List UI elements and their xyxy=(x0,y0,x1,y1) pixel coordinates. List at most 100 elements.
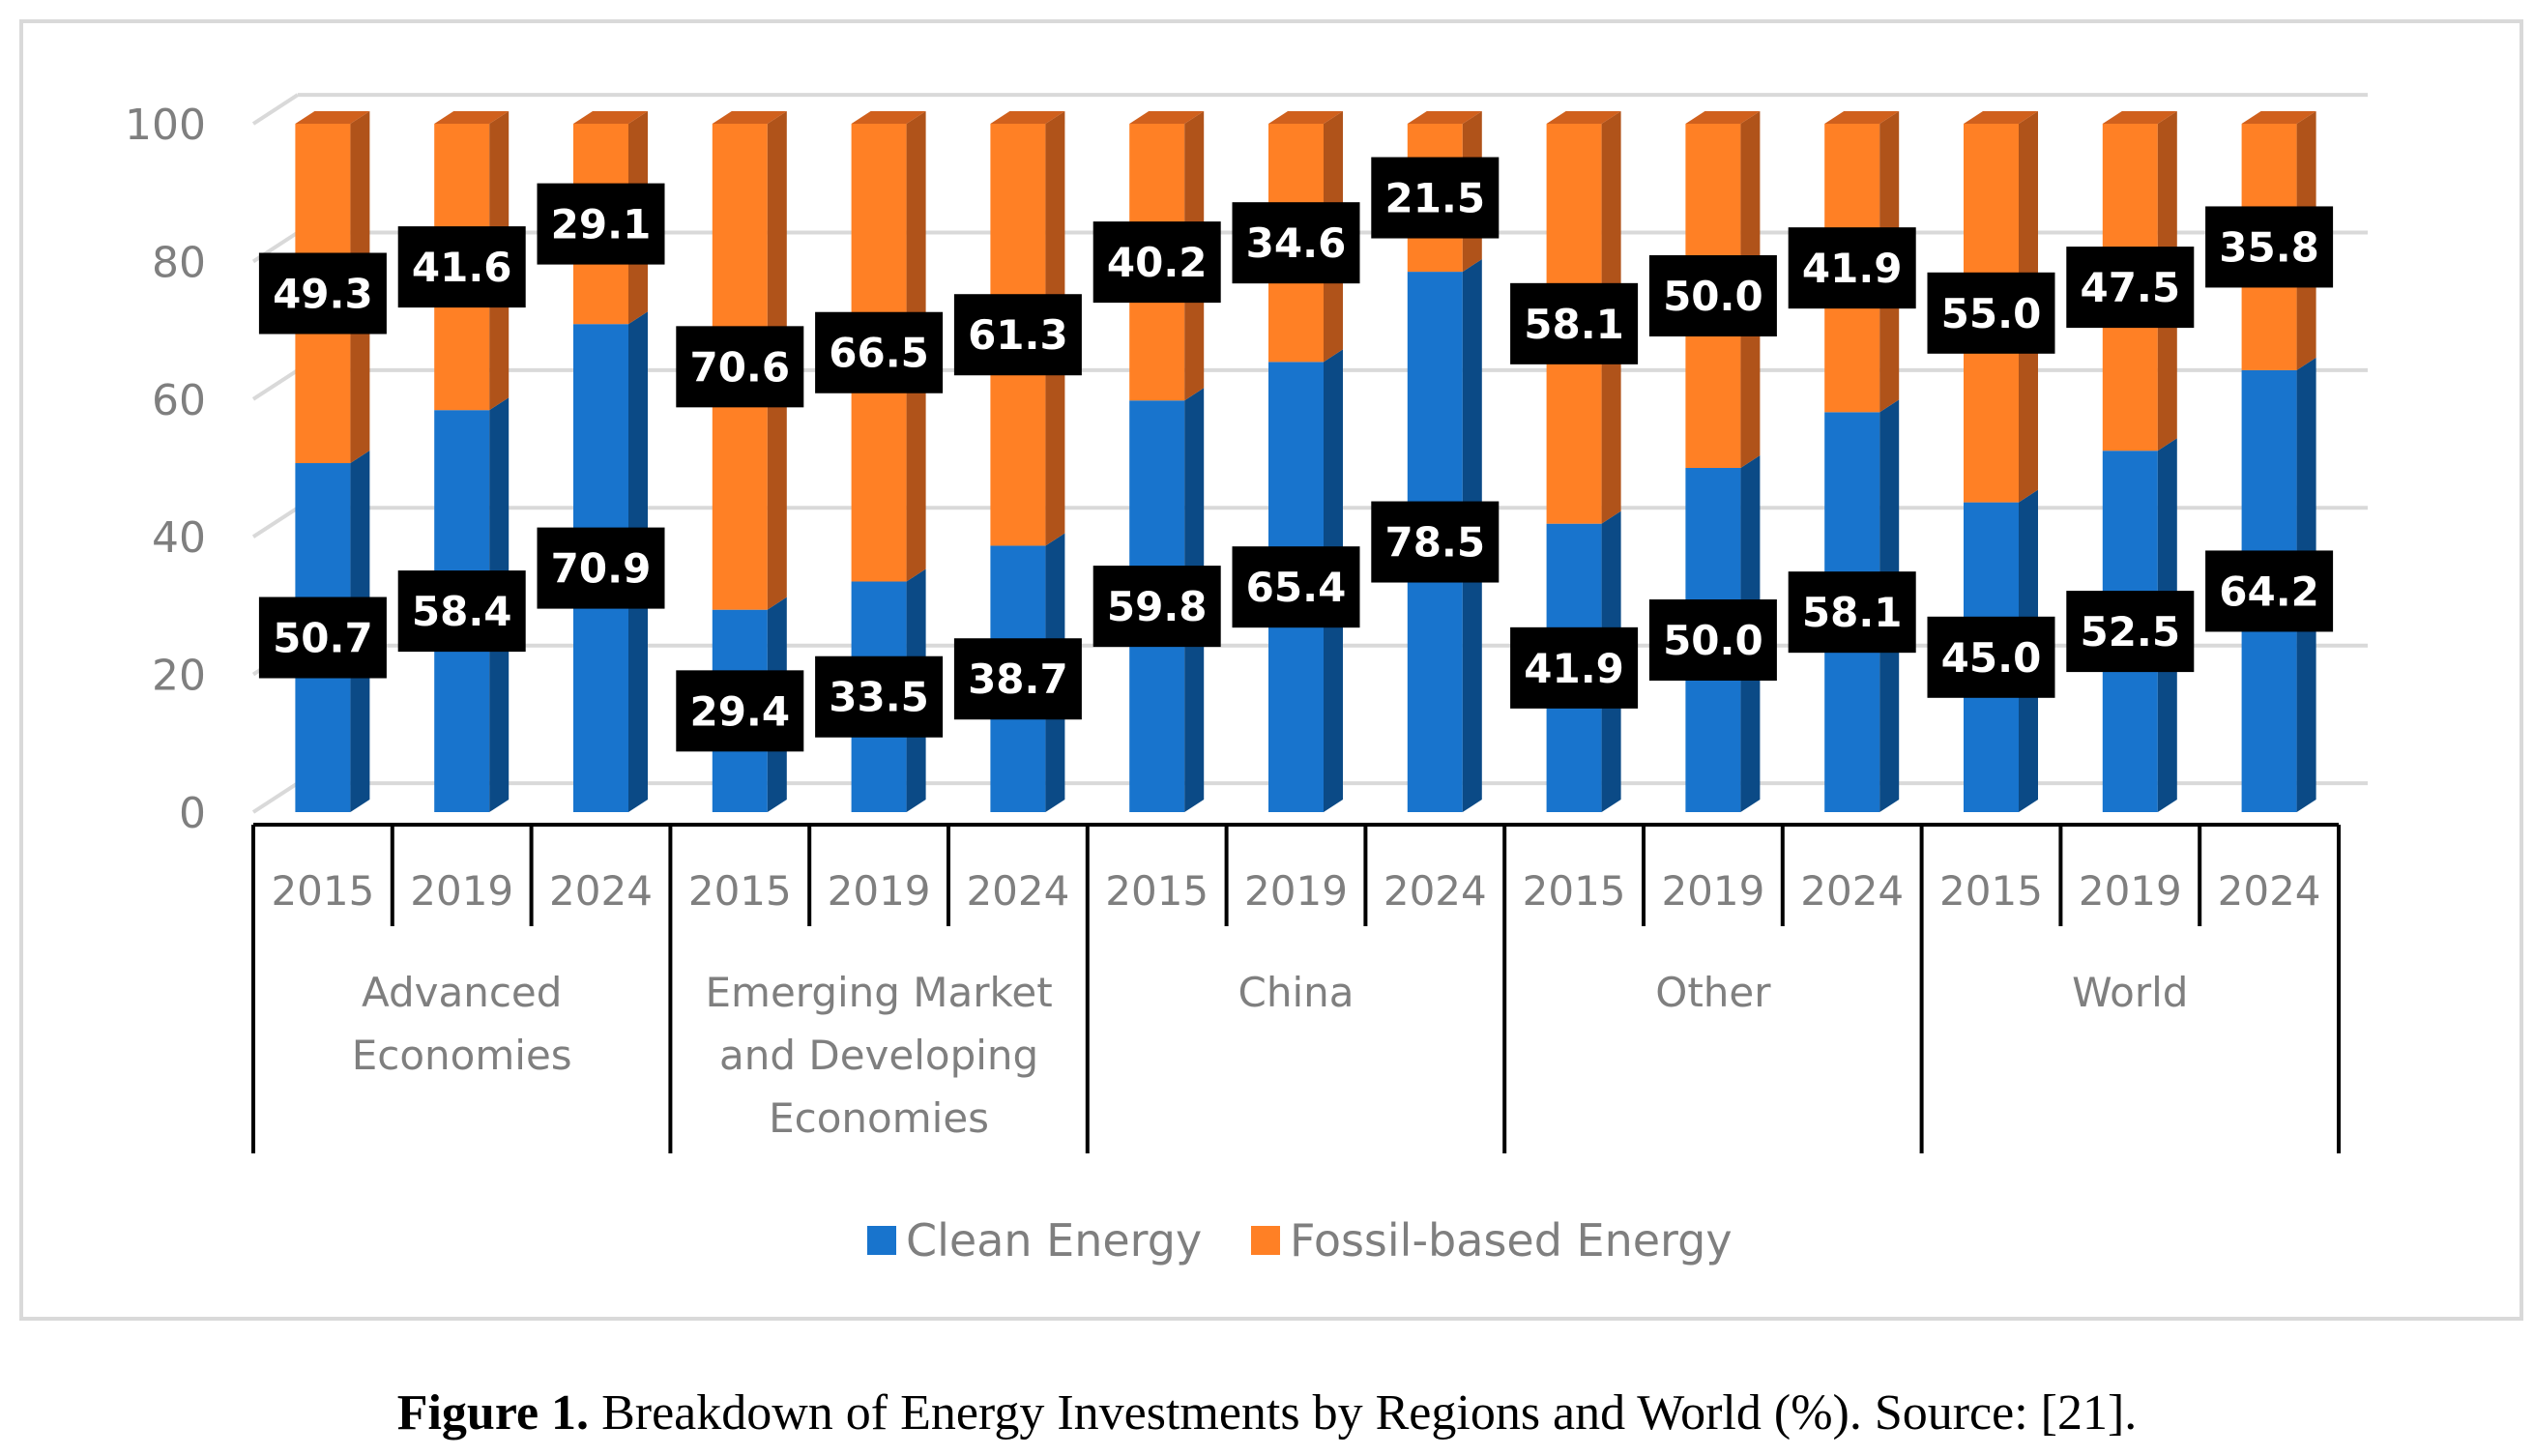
clean-data-label: 50.0 xyxy=(1663,617,1763,664)
clean-data-label: 38.7 xyxy=(968,655,1068,703)
gridline-depth xyxy=(251,781,300,814)
group-label: World xyxy=(2072,969,2188,1016)
bar-top xyxy=(434,111,510,124)
data-label-box xyxy=(2205,206,2334,288)
fossil-data-label: 55.0 xyxy=(1941,290,2042,337)
bar-top xyxy=(2241,111,2316,124)
data-label-box xyxy=(953,294,1082,376)
data-label-box xyxy=(258,597,387,679)
data-label-box xyxy=(1371,157,1500,239)
year-label: 2019 xyxy=(1661,867,1764,915)
year-label: 2024 xyxy=(966,867,1069,915)
fossil-data-label: 66.5 xyxy=(829,330,929,377)
fossil-data-label: 40.2 xyxy=(1107,239,1208,286)
y-tick-label: 80 xyxy=(152,238,206,287)
fossil-data-label: 70.6 xyxy=(689,343,790,391)
clean-data-label: 50.7 xyxy=(273,615,373,662)
data-label-box xyxy=(2205,550,2334,632)
group-label: Emerging Market xyxy=(706,969,1053,1016)
data-label-box xyxy=(676,326,804,408)
bar-top xyxy=(851,111,926,124)
year-label: 2019 xyxy=(2079,867,2182,915)
fossil-data-label: 50.0 xyxy=(1663,273,1763,320)
data-label-box xyxy=(1232,546,1360,628)
bar-top xyxy=(1268,111,1343,124)
data-label-box xyxy=(1648,255,1777,336)
clean-data-label: 58.1 xyxy=(1802,589,1903,636)
fossil-data-label: 41.9 xyxy=(1802,245,1903,292)
data-label-box xyxy=(397,570,526,653)
data-label-box xyxy=(1232,202,1360,284)
clean-data-label: 70.9 xyxy=(551,545,652,593)
data-label-box xyxy=(815,311,944,393)
bar-top xyxy=(990,111,1065,124)
year-label: 2015 xyxy=(1105,867,1209,915)
year-label: 2019 xyxy=(410,867,513,915)
figure-caption: Figure 1. Breakdown of Energy Investment… xyxy=(0,1384,2534,1441)
data-label-box xyxy=(676,670,804,752)
bar-top xyxy=(712,111,787,124)
data-label-box xyxy=(1371,501,1500,583)
bar-top xyxy=(1824,111,1900,124)
data-label-box xyxy=(1927,616,2055,698)
clean-data-label: 64.2 xyxy=(2219,568,2319,615)
y-tick-label: 0 xyxy=(179,789,206,838)
data-label-box xyxy=(2066,591,2195,673)
fossil-data-label: 34.6 xyxy=(1246,219,1347,267)
clean-data-label: 58.4 xyxy=(412,588,512,635)
year-label: 2024 xyxy=(1800,867,1904,915)
clean-data-label: 45.0 xyxy=(1941,634,2042,682)
clean-data-label: 78.5 xyxy=(1384,519,1485,567)
bar-top xyxy=(1546,111,1621,124)
fossil-data-label: 35.8 xyxy=(2219,223,2319,271)
stacked-bar-chart: 0 20 40 60 80 100 50.7 49.3 58.4 41.6 70.9 29.1 29.4… xyxy=(125,93,2368,1267)
legend-clean-label: Clean Energy xyxy=(906,1214,1202,1267)
legend-fossil-swatch xyxy=(1251,1226,1280,1255)
data-label-box xyxy=(1092,221,1221,304)
year-label: 2015 xyxy=(1939,867,2043,915)
clean-data-label: 59.8 xyxy=(1107,583,1208,630)
year-label: 2024 xyxy=(2218,867,2321,915)
year-label: 2015 xyxy=(271,867,374,915)
y-tick-label: 40 xyxy=(152,513,206,563)
clean-data-label: 29.4 xyxy=(689,687,790,735)
year-label: 2024 xyxy=(549,867,653,915)
fossil-data-label: 21.5 xyxy=(1384,175,1485,222)
clean-data-label: 33.5 xyxy=(829,674,929,721)
y-tick-label: 20 xyxy=(152,652,206,701)
data-label-box xyxy=(258,252,387,335)
y-tick-label: 100 xyxy=(125,101,206,150)
gridline-depth xyxy=(251,93,300,126)
year-label: 2015 xyxy=(1523,867,1626,915)
year-label: 2019 xyxy=(1244,867,1348,915)
year-label: 2019 xyxy=(828,867,931,915)
legend-clean-swatch xyxy=(867,1226,896,1255)
bar-top xyxy=(1407,111,1482,124)
bar-top xyxy=(573,111,648,124)
bar-top xyxy=(1129,111,1205,124)
fossil-data-label: 58.1 xyxy=(1524,301,1624,348)
data-label-box xyxy=(1510,626,1639,709)
bar-top xyxy=(1685,111,1761,124)
data-label-box xyxy=(1927,272,2055,354)
year-label: 2024 xyxy=(1384,867,1487,915)
data-label-box xyxy=(1788,227,1916,309)
y-tick-label: 60 xyxy=(152,376,206,425)
caption-label: Figure 1. xyxy=(396,1385,590,1441)
fossil-data-label: 47.5 xyxy=(2080,264,2180,311)
chart-frame xyxy=(19,19,2523,1321)
group-label: and Developing xyxy=(719,1032,1038,1079)
year-label: 2015 xyxy=(688,867,792,915)
caption-text: Breakdown of Energy Investments by Regio… xyxy=(589,1385,2138,1441)
fossil-data-label: 41.6 xyxy=(412,244,512,291)
data-label-box xyxy=(1510,282,1639,364)
bar-top xyxy=(295,111,370,124)
fossil-data-label: 61.3 xyxy=(968,311,1068,359)
data-label-box xyxy=(537,527,665,609)
fossil-data-label: 49.3 xyxy=(273,271,373,318)
clean-data-label: 65.4 xyxy=(1246,564,1347,611)
data-label-box xyxy=(2066,247,2195,329)
clean-data-label: 52.5 xyxy=(2080,608,2180,655)
data-label-box xyxy=(537,183,665,265)
